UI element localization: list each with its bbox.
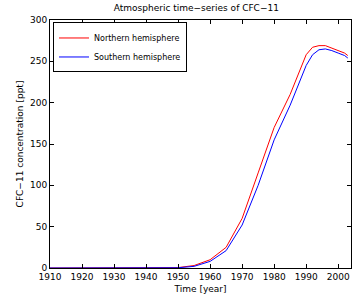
- svg-text:1940: 1940: [135, 272, 158, 282]
- svg-text:150: 150: [30, 139, 47, 149]
- svg-text:Time [year]: Time [year]: [174, 284, 227, 294]
- svg-text:200: 200: [30, 98, 47, 108]
- svg-text:1960: 1960: [199, 272, 222, 282]
- svg-text:1910: 1910: [39, 272, 62, 282]
- svg-text:1980: 1980: [263, 272, 286, 282]
- svg-text:1990: 1990: [295, 272, 318, 282]
- svg-text:1970: 1970: [231, 272, 254, 282]
- svg-text:CFC−11 concentration [ppt]: CFC−11 concentration [ppt]: [15, 81, 25, 208]
- svg-text:1930: 1930: [103, 272, 126, 282]
- svg-text:250: 250: [30, 56, 47, 66]
- svg-text:300: 300: [30, 15, 47, 25]
- svg-text:Southern hemisphere: Southern hemisphere: [94, 53, 180, 62]
- svg-text:0: 0: [41, 263, 47, 273]
- svg-text:50: 50: [36, 222, 48, 232]
- svg-text:100: 100: [30, 180, 47, 190]
- svg-text:1950: 1950: [167, 272, 190, 282]
- svg-text:1920: 1920: [71, 272, 94, 282]
- svg-text:2000: 2000: [327, 272, 350, 282]
- svg-text:Northern hemisphere: Northern hemisphere: [94, 34, 179, 43]
- svg-text:Atmospheric time−series of CFC: Atmospheric time−series of CFC−11: [114, 3, 279, 13]
